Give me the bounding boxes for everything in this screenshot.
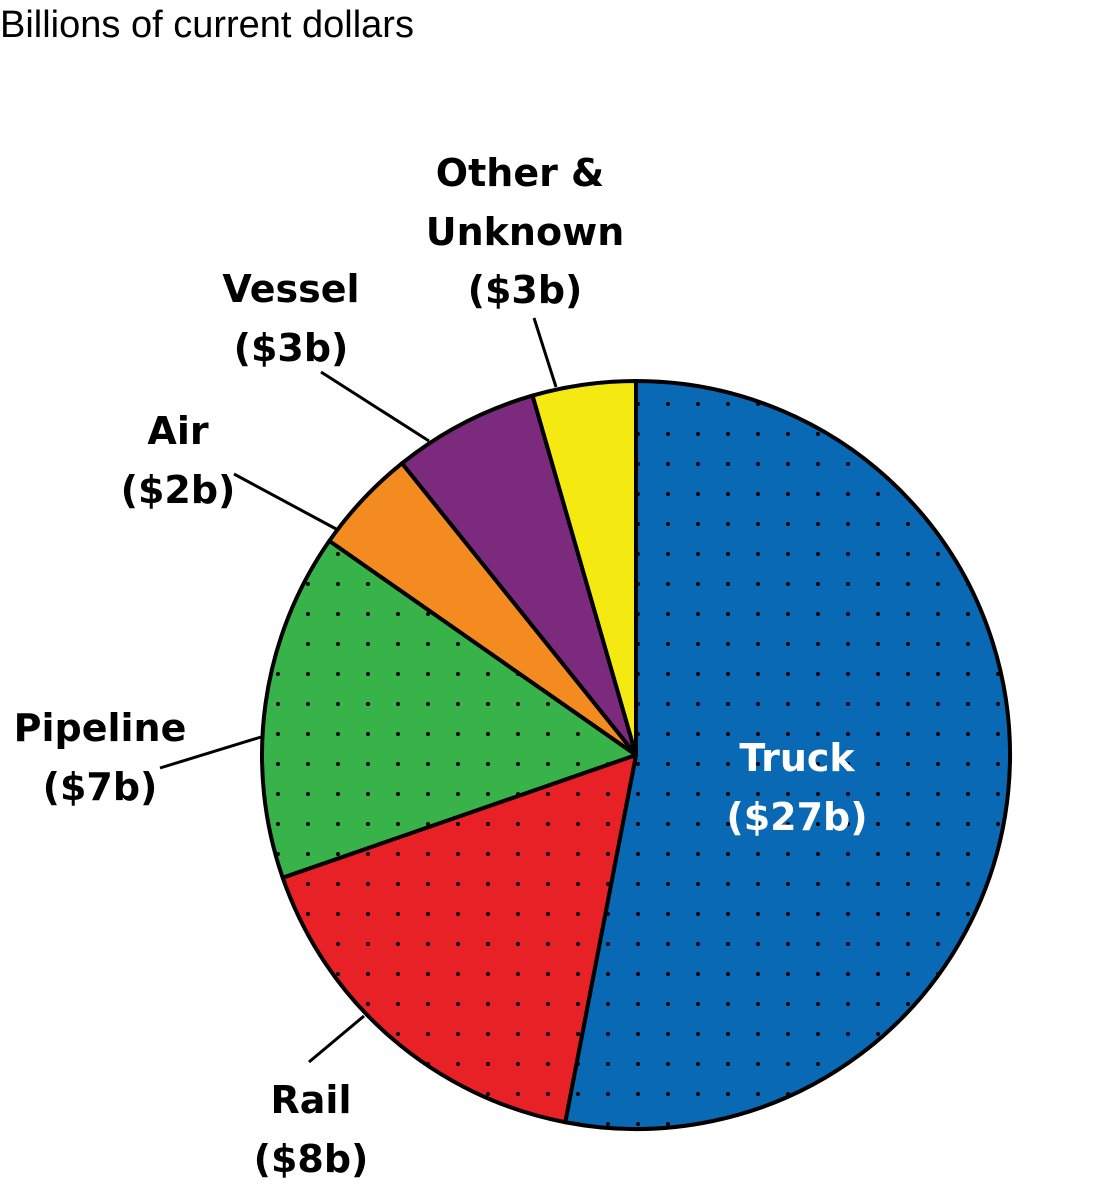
pie-slice-dot-pattern-rail xyxy=(282,755,636,1123)
slice-value-label-vessel: ($3b) xyxy=(234,326,349,370)
slice-value-label-other-unknown: ($3b) xyxy=(468,268,583,312)
slice-name-label-truck: Truck xyxy=(739,736,855,780)
pie-slice-vessel xyxy=(399,393,638,757)
leader-line-pipeline xyxy=(159,735,262,770)
slice-name-label-vessel: Vessel xyxy=(222,267,359,311)
pie-slice-other-unknown xyxy=(530,379,638,757)
slice-name-label-pipeline: Pipeline xyxy=(14,706,187,750)
leader-line-other-unknown xyxy=(532,317,558,388)
slice-value-label-rail: ($8b) xyxy=(254,1137,369,1181)
slice-value-label-pipeline: ($7b) xyxy=(43,765,158,809)
pie-slice-dot-pattern-truck xyxy=(565,380,1011,1129)
leader-line-vessel xyxy=(320,370,430,443)
leader-line-air xyxy=(233,472,339,532)
slice-value-label-air: ($2b) xyxy=(121,468,236,512)
leader-line-rail xyxy=(308,1014,365,1064)
slice-name-label-air: Air xyxy=(147,409,208,453)
chart-title: Billions of current dollars xyxy=(0,4,414,46)
pie-slice-dot-pattern-pipeline xyxy=(262,540,636,878)
slice-name-label-other-unknown: Other & xyxy=(436,151,604,195)
slice-name-label-rail: Rail xyxy=(271,1078,352,1122)
slice-name-label-other-unknown: Unknown xyxy=(426,210,625,254)
slice-value-label-truck: ($27b) xyxy=(726,795,867,839)
